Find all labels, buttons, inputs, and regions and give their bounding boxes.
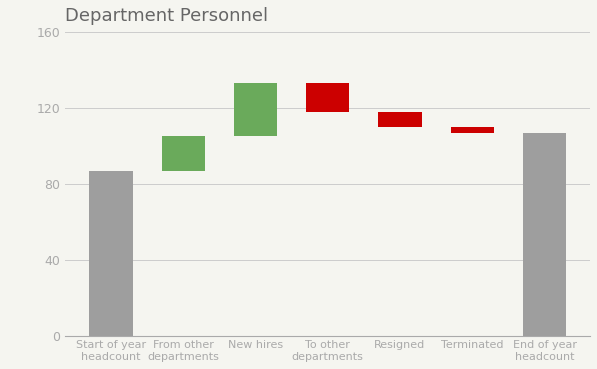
Bar xyxy=(90,170,133,335)
Bar xyxy=(162,137,205,170)
Text: Department Personnel: Department Personnel xyxy=(66,7,269,25)
Bar xyxy=(234,83,277,137)
Bar xyxy=(306,83,349,112)
Bar xyxy=(378,112,421,127)
Bar xyxy=(451,127,494,132)
Bar xyxy=(523,132,566,335)
